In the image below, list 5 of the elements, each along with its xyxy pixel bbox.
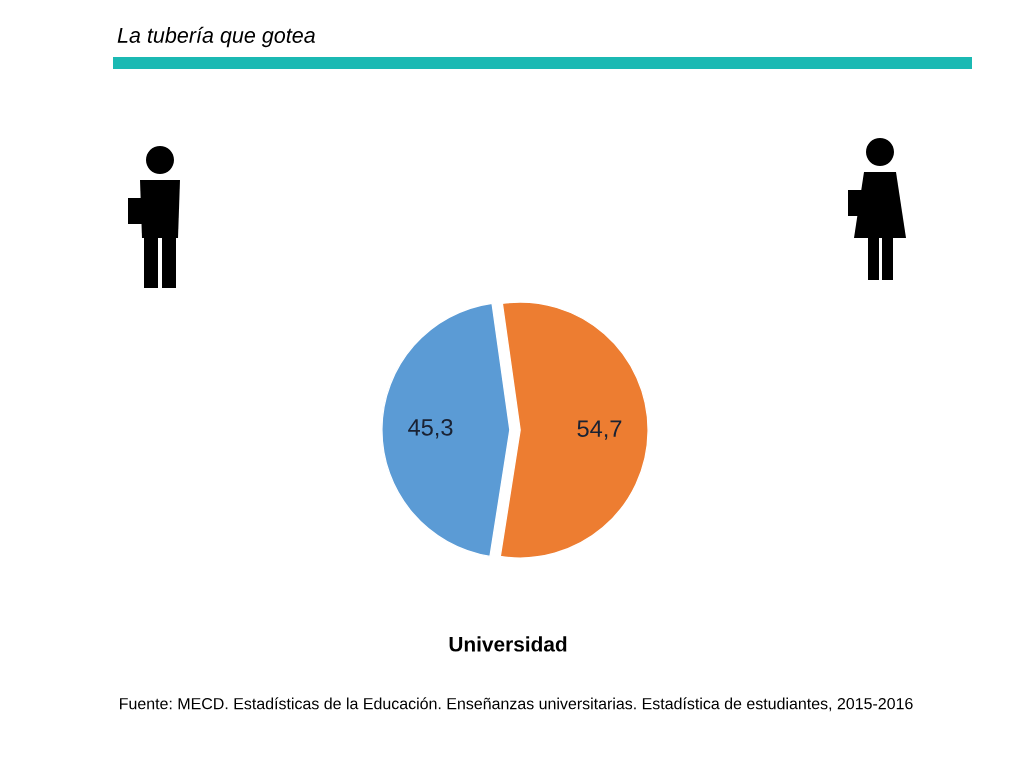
text: Universidad (449, 636, 567, 652)
source-note: Fuente: MECD. Estadísticas de la Educación. Enseñanzas universitarias. Estadística de estudiantes, 2015-2016 (120, 697, 913, 712)
data-label: 54,7 (577, 420, 622, 440)
data-label: 45,3 (408, 418, 453, 439)
chart-title: La tubería que gotea (117, 26, 315, 48)
